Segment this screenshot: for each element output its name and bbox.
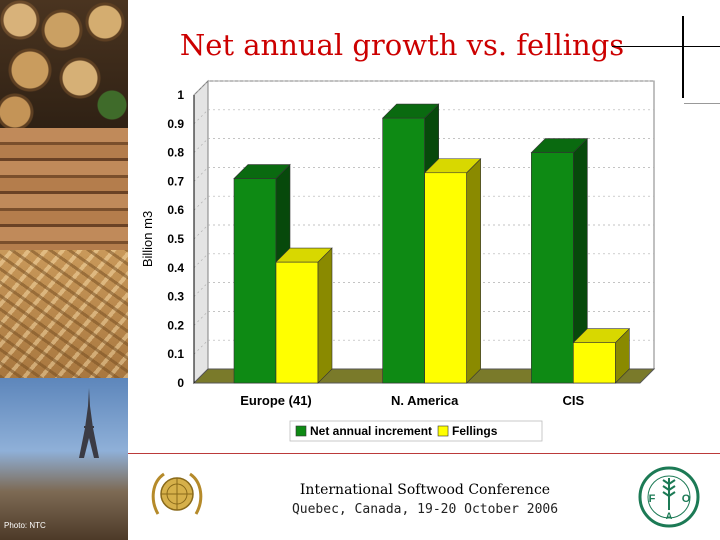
footer-rule bbox=[128, 453, 720, 454]
fao-letter-a: A bbox=[666, 511, 673, 521]
bar-increment bbox=[382, 117, 425, 384]
lumber-boards-photo bbox=[0, 128, 128, 250]
bar-side bbox=[317, 247, 333, 384]
y-tick-label: 0.4 bbox=[167, 261, 184, 275]
chart-gridline-side bbox=[193, 339, 209, 355]
fao-letter-f: F bbox=[649, 493, 656, 505]
bar-fellings bbox=[424, 172, 467, 384]
photo-credit: Photo: NTC bbox=[4, 521, 46, 530]
x-category-label: Europe (41) bbox=[240, 393, 312, 408]
fao-logo-icon: F A O bbox=[638, 466, 700, 528]
y-tick-label: 0.8 bbox=[167, 146, 184, 160]
y-tick-label: 1 bbox=[177, 88, 184, 102]
x-category-label: N. America bbox=[391, 393, 459, 408]
legend-label: Net annual increment bbox=[310, 424, 432, 438]
chart-gridline-side bbox=[193, 138, 209, 153]
y-tick-label: 0.6 bbox=[167, 203, 184, 217]
bar-side bbox=[466, 158, 481, 384]
legend-swatch bbox=[437, 425, 449, 437]
y-axis-label: Billion m3 bbox=[140, 211, 155, 267]
chart-gridline-side bbox=[193, 311, 209, 326]
un-emblem-icon bbox=[151, 472, 203, 515]
chart-gridline-side bbox=[193, 80, 209, 96]
y-tick-label: 0.9 bbox=[167, 117, 184, 131]
y-tick-label: 0.5 bbox=[167, 232, 184, 246]
chart-gridline-side bbox=[193, 195, 209, 211]
y-tick-label: 0.3 bbox=[167, 290, 184, 304]
chart-gridline-side bbox=[193, 224, 209, 240]
decorative-cross-vertical bbox=[682, 16, 684, 98]
fao-letter-o: O bbox=[682, 493, 691, 505]
legend-swatch bbox=[295, 425, 307, 437]
y-tick-label: 0 bbox=[177, 376, 184, 390]
bar-top bbox=[530, 138, 589, 153]
bar-top bbox=[423, 158, 482, 174]
conference-place: Quebec, Canada, 19-20 October 2006 bbox=[291, 502, 559, 517]
chart-gridline-side bbox=[193, 109, 209, 125]
wood-pellets-photo bbox=[0, 250, 128, 378]
bar-fellings bbox=[573, 342, 616, 384]
decorative-rule bbox=[684, 103, 720, 104]
y-tick-label: 0.7 bbox=[167, 174, 184, 188]
bar-top bbox=[381, 103, 440, 119]
chart-labels: 0 0.1 0.2 0.3 0.4 0.5 0.6 0.7 0.8 0.9 1 Billion m3 E… bbox=[140, 88, 584, 442]
eiffel-tower-icon bbox=[79, 388, 99, 458]
bar-fellings bbox=[275, 261, 319, 384]
slide-title: Net annual growth vs. fellings bbox=[179, 28, 625, 62]
bar-top bbox=[233, 164, 291, 179]
chart-bars bbox=[233, 103, 631, 384]
legend-box bbox=[289, 420, 543, 442]
chart-gridline-side bbox=[193, 253, 209, 269]
legend-label: Fellings bbox=[452, 424, 498, 438]
y-tick-label: 0.2 bbox=[167, 318, 184, 332]
chart-side-wall bbox=[193, 79, 209, 385]
chart-gridline-side bbox=[193, 167, 209, 182]
bar-increment bbox=[531, 152, 574, 384]
x-category-label: CIS bbox=[562, 393, 584, 408]
chart-gridline-side bbox=[193, 282, 209, 297]
y-tick-label: 0.1 bbox=[167, 347, 184, 361]
bar-chart: 0 0.1 0.2 0.3 0.4 0.5 0.6 0.7 0.8 0.9 1 Billion m3 E… bbox=[140, 79, 656, 442]
decorative-cross-horizontal bbox=[612, 46, 720, 47]
photo-collage: Photo: NTC bbox=[0, 0, 128, 540]
bar-increment bbox=[233, 178, 277, 384]
bar-top bbox=[275, 247, 333, 263]
bar-top bbox=[572, 328, 631, 343]
construction-paris-photo bbox=[0, 378, 128, 540]
log-pile-photo bbox=[0, 0, 128, 128]
conference-name: International Softwood Conference bbox=[299, 482, 551, 498]
